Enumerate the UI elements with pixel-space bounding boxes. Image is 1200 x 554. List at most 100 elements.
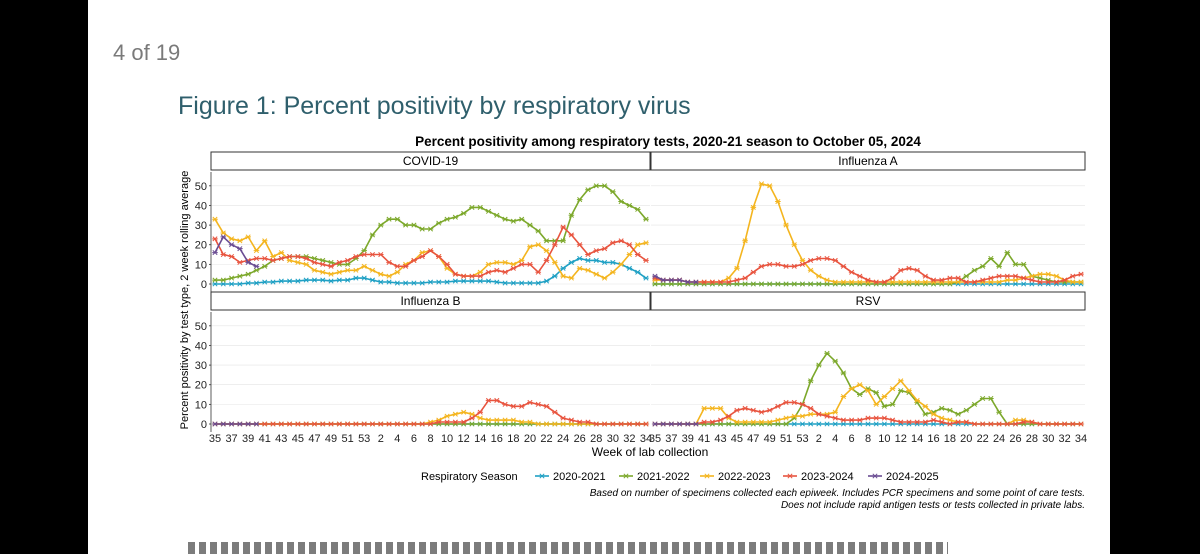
data-point bbox=[469, 415, 475, 421]
data-point bbox=[758, 409, 765, 415]
data-point bbox=[1004, 250, 1011, 256]
data-point bbox=[848, 421, 855, 427]
data-point bbox=[922, 403, 929, 409]
data-point bbox=[228, 242, 235, 248]
data-point bbox=[1037, 275, 1043, 281]
data-point bbox=[518, 216, 525, 222]
data-point bbox=[889, 386, 896, 392]
x-tick-label: 8 bbox=[427, 433, 433, 445]
data-point bbox=[460, 210, 467, 216]
data-point bbox=[1004, 281, 1011, 287]
data-point bbox=[460, 419, 467, 425]
data-point bbox=[668, 421, 675, 427]
data-point bbox=[560, 224, 566, 230]
data-point bbox=[394, 280, 401, 286]
data-point bbox=[527, 280, 533, 286]
y-tick-label: 30 bbox=[195, 220, 207, 232]
data-point bbox=[922, 419, 929, 425]
data-point bbox=[377, 251, 384, 258]
data-point bbox=[979, 421, 986, 427]
panel-covid-19: COVID-19 0 10 20 30 40 50 bbox=[195, 151, 651, 292]
data-point bbox=[881, 421, 888, 427]
data-point bbox=[576, 255, 583, 262]
data-point bbox=[775, 403, 781, 409]
data-point bbox=[510, 403, 517, 409]
data-point bbox=[552, 259, 558, 265]
data-point bbox=[988, 255, 994, 262]
data-point bbox=[881, 403, 888, 409]
data-point bbox=[938, 419, 945, 425]
x-tick-label: 14 bbox=[911, 433, 923, 445]
data-point bbox=[237, 273, 243, 279]
data-point bbox=[783, 399, 789, 405]
data-point bbox=[988, 421, 994, 427]
data-point bbox=[220, 251, 227, 258]
data-point bbox=[668, 281, 675, 287]
data-point bbox=[799, 281, 806, 287]
data-point bbox=[652, 421, 658, 427]
data-point bbox=[634, 242, 641, 248]
data-point bbox=[996, 273, 1002, 279]
data-point bbox=[270, 421, 276, 427]
data-point bbox=[725, 279, 732, 285]
data-point bbox=[394, 216, 401, 222]
data-point bbox=[510, 265, 517, 271]
data-point bbox=[518, 261, 525, 267]
data-point bbox=[668, 277, 675, 283]
facet-strip bbox=[210, 151, 651, 171]
data-point bbox=[652, 273, 658, 279]
x-tick-label: 35 bbox=[649, 433, 661, 445]
data-point bbox=[552, 421, 558, 427]
legend-marker bbox=[539, 473, 545, 479]
data-point bbox=[897, 279, 904, 285]
x-tick-label: 49 bbox=[764, 433, 776, 445]
data-point bbox=[963, 407, 970, 413]
x-tick-label: 45 bbox=[731, 433, 743, 445]
data-point bbox=[750, 204, 757, 210]
data-point bbox=[328, 271, 334, 277]
data-point bbox=[261, 279, 268, 285]
data-point bbox=[278, 255, 285, 262]
data-point bbox=[947, 407, 953, 413]
chart-note-2: Does not include rapid antigen tests or … bbox=[781, 500, 1085, 511]
x-tick-label: 20 bbox=[524, 433, 536, 445]
x-tick-label: 34 bbox=[640, 433, 652, 445]
data-point bbox=[840, 393, 847, 400]
data-point bbox=[477, 269, 484, 275]
data-point bbox=[485, 397, 492, 403]
data-point bbox=[824, 421, 830, 427]
data-point bbox=[1045, 271, 1052, 277]
data-point bbox=[344, 421, 351, 427]
data-point bbox=[593, 271, 600, 277]
facet-strip bbox=[210, 291, 651, 311]
data-point bbox=[518, 257, 525, 263]
data-point bbox=[228, 421, 235, 427]
data-point bbox=[502, 417, 508, 423]
data-point bbox=[758, 181, 765, 187]
data-point bbox=[278, 250, 285, 256]
data-point bbox=[938, 405, 945, 411]
data-point bbox=[1070, 421, 1076, 427]
data-point bbox=[295, 421, 301, 427]
data-point bbox=[353, 267, 359, 273]
data-point bbox=[212, 236, 218, 242]
legend-item-2024-2025: 2024-2025 bbox=[868, 471, 939, 483]
data-point bbox=[510, 261, 517, 267]
data-point bbox=[377, 271, 384, 277]
data-point bbox=[634, 251, 641, 258]
x-tick-label: 45 bbox=[292, 433, 304, 445]
data-point bbox=[601, 259, 608, 265]
data-point bbox=[585, 257, 591, 263]
x-tick-label: 43 bbox=[275, 433, 287, 445]
series-line-2022-2023 bbox=[655, 183, 1081, 283]
data-point bbox=[742, 275, 748, 281]
data-point bbox=[947, 279, 953, 285]
data-point bbox=[477, 204, 484, 210]
data-point bbox=[319, 269, 326, 275]
data-point bbox=[832, 358, 839, 364]
data-point bbox=[799, 257, 806, 263]
data-point bbox=[585, 267, 591, 273]
data-point bbox=[618, 198, 624, 205]
data-point bbox=[775, 261, 781, 267]
data-point bbox=[444, 216, 450, 222]
